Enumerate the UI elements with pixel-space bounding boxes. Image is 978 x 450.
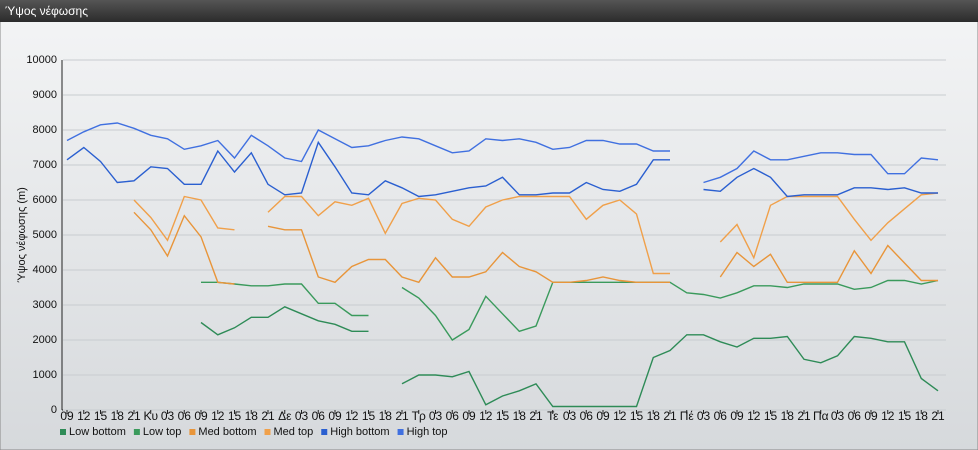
y-tick-label: 5000 bbox=[33, 229, 57, 241]
legend-label: High bottom bbox=[330, 426, 389, 438]
x-tick-label: 15 bbox=[898, 409, 912, 423]
x-tick-label: 09 bbox=[864, 409, 878, 423]
x-tick-label: 21 bbox=[529, 409, 543, 423]
x-tick-label: 06 bbox=[312, 409, 326, 423]
series-line bbox=[133, 192, 939, 275]
x-tick-label: Κυ bbox=[143, 409, 158, 423]
y-tick-label: 7000 bbox=[33, 159, 57, 171]
legend-label: Med bottom bbox=[198, 426, 256, 438]
series-line bbox=[133, 211, 938, 285]
x-tick-label: Δε bbox=[278, 409, 292, 423]
x-tick-label: 06 bbox=[446, 409, 460, 423]
x-tick-label: 15 bbox=[228, 409, 242, 423]
y-tick-label: 4000 bbox=[33, 264, 57, 276]
x-tick-label: 15 bbox=[630, 409, 644, 423]
title-bar bbox=[0, 0, 978, 22]
y-tick-label: 1000 bbox=[33, 369, 57, 381]
x-tick-label: 09 bbox=[462, 409, 476, 423]
x-tick-label: 09 bbox=[194, 409, 208, 423]
y-tick-label: 9000 bbox=[33, 89, 57, 101]
x-tick-label: 03 bbox=[161, 409, 175, 423]
legend-swatch bbox=[133, 429, 140, 435]
legend-swatch bbox=[60, 429, 66, 435]
x-tick-label: 12 bbox=[77, 409, 91, 423]
x-tick-label: 21 bbox=[931, 409, 945, 423]
legend-label: High top bbox=[407, 426, 448, 438]
x-tick-label: 03 bbox=[295, 409, 309, 423]
x-tick-label: 06 bbox=[714, 409, 728, 423]
x-tick-label: 03 bbox=[831, 409, 845, 423]
x-tick-label: Πα bbox=[813, 409, 829, 423]
legend-label: Low bottom bbox=[69, 426, 126, 438]
series-line bbox=[66, 122, 939, 184]
x-tick-label: 18 bbox=[513, 409, 527, 423]
legend-swatch bbox=[189, 429, 196, 435]
x-tick-label: 12 bbox=[479, 409, 493, 423]
x-tick-label: 12 bbox=[881, 409, 895, 423]
x-tick-label: 21 bbox=[797, 409, 811, 423]
x-tick-label: 15 bbox=[496, 409, 510, 423]
y-tick-label: 0 bbox=[51, 404, 57, 416]
x-tick-label: Πέ bbox=[680, 409, 695, 423]
x-tick-label: 03 bbox=[429, 409, 443, 423]
legend-swatch bbox=[321, 429, 328, 435]
x-tick-label: 12 bbox=[211, 409, 225, 423]
x-tick-label: 21 bbox=[127, 409, 141, 423]
legend-label: Med top bbox=[274, 426, 314, 438]
y-tick-label: 6000 bbox=[33, 194, 57, 206]
x-tick-label: 09 bbox=[596, 409, 610, 423]
series-line bbox=[200, 306, 939, 408]
x-tick-label: 06 bbox=[580, 409, 594, 423]
x-tick-label: 15 bbox=[94, 409, 108, 423]
x-tick-label: 18 bbox=[915, 409, 929, 423]
x-tick-label: 09 bbox=[730, 409, 744, 423]
x-tick-label: Τε bbox=[547, 409, 559, 423]
legend-label: Low top bbox=[143, 426, 182, 438]
x-tick-label: 18 bbox=[245, 409, 259, 423]
series-line bbox=[66, 140, 938, 198]
x-tick-label: 09 bbox=[60, 409, 74, 423]
legend-swatch bbox=[397, 429, 404, 435]
x-tick-label: 15 bbox=[362, 409, 376, 423]
x-tick-label: 15 bbox=[764, 409, 778, 423]
x-tick-label: 12 bbox=[345, 409, 359, 423]
x-tick-label: 18 bbox=[647, 409, 661, 423]
y-axis-label: Ύψος νέφωσης (m) bbox=[16, 187, 28, 283]
x-tick-label: 09 bbox=[328, 409, 342, 423]
chart-title: Ύψος νέφωσης bbox=[5, 4, 88, 18]
x-tick-label: 03 bbox=[697, 409, 711, 423]
x-tick-label: 06 bbox=[848, 409, 862, 423]
x-tick-label: 03 bbox=[563, 409, 577, 423]
x-tick-label: 12 bbox=[747, 409, 761, 423]
x-tick-label: 06 bbox=[178, 409, 192, 423]
y-tick-label: 2000 bbox=[33, 334, 57, 346]
x-tick-label: 12 bbox=[613, 409, 627, 423]
y-tick-label: 8000 bbox=[33, 124, 57, 136]
y-tick-label: 10000 bbox=[26, 54, 57, 66]
x-tick-label: 21 bbox=[395, 409, 409, 423]
y-tick-label: 3000 bbox=[33, 299, 57, 311]
x-tick-label: Τρ bbox=[412, 409, 426, 423]
x-tick-label: 18 bbox=[379, 409, 393, 423]
x-tick-label: 18 bbox=[781, 409, 795, 423]
legend-swatch bbox=[264, 429, 271, 435]
x-tick-label: 18 bbox=[111, 409, 125, 423]
x-tick-label: 21 bbox=[663, 409, 677, 423]
x-tick-label: 21 bbox=[261, 409, 275, 423]
